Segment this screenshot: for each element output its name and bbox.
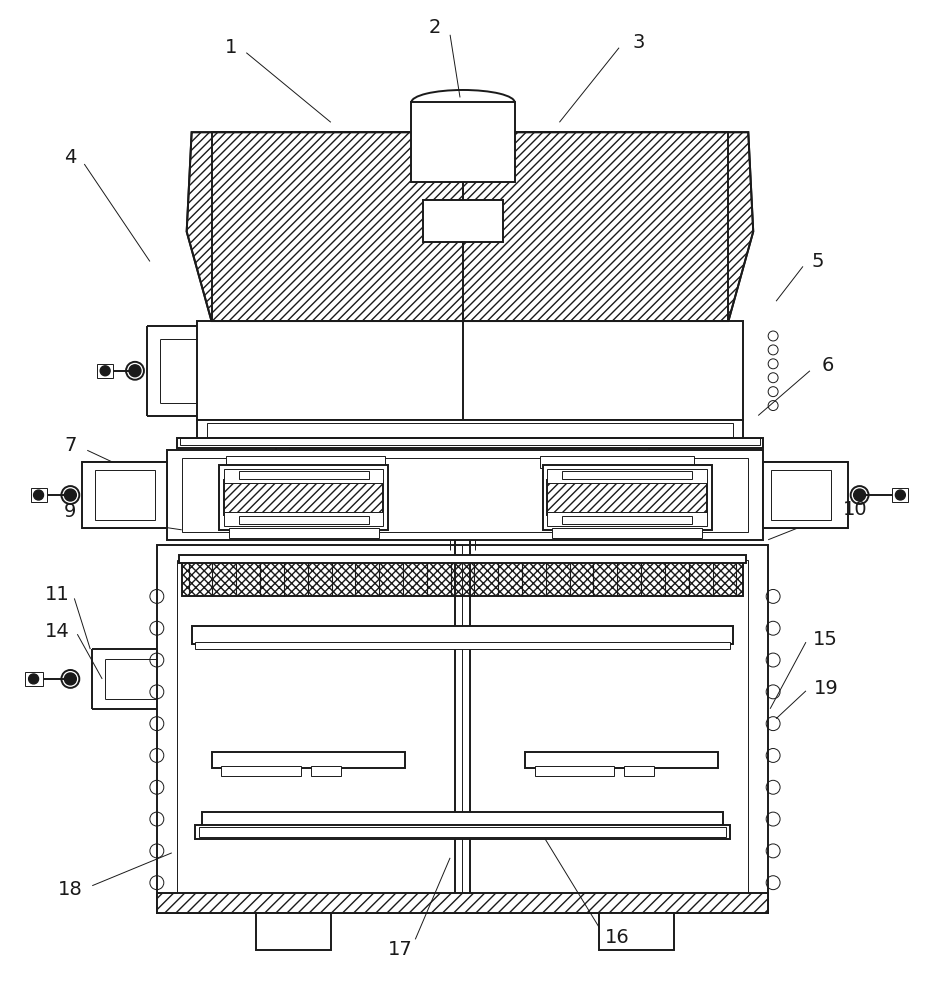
Bar — [211, 132, 729, 321]
Text: 5: 5 — [811, 252, 824, 271]
Text: 15: 15 — [813, 630, 838, 649]
Bar — [196, 321, 744, 420]
Bar — [192, 626, 733, 644]
Text: 1: 1 — [225, 38, 238, 57]
Circle shape — [33, 490, 44, 500]
Bar — [423, 200, 503, 242]
Text: 9: 9 — [64, 502, 77, 521]
Text: 4: 4 — [64, 148, 77, 167]
Bar — [224, 469, 383, 483]
Bar — [227, 456, 385, 468]
Circle shape — [100, 366, 110, 376]
Bar — [624, 766, 654, 776]
Bar — [239, 516, 369, 524]
Text: 14: 14 — [45, 622, 69, 641]
Text: 3: 3 — [632, 33, 645, 52]
Circle shape — [65, 489, 76, 501]
Text: 19: 19 — [813, 679, 838, 698]
Bar — [219, 465, 388, 530]
Text: 2: 2 — [429, 18, 442, 37]
Bar — [547, 469, 707, 483]
Circle shape — [854, 489, 866, 501]
Bar — [543, 465, 711, 530]
Text: 11: 11 — [45, 585, 69, 604]
Bar — [196, 420, 744, 440]
Bar — [547, 512, 707, 526]
Bar — [224, 480, 383, 515]
Bar — [181, 458, 748, 532]
Bar — [180, 438, 760, 445]
Bar — [181, 559, 744, 596]
Bar — [194, 825, 731, 839]
Circle shape — [29, 674, 39, 684]
Bar — [540, 456, 694, 468]
Bar — [553, 528, 702, 538]
Bar — [156, 893, 769, 913]
Bar — [177, 560, 748, 898]
Bar — [167, 450, 763, 540]
Bar — [239, 471, 369, 479]
Bar — [97, 364, 113, 378]
Bar — [202, 812, 723, 828]
Bar — [411, 102, 515, 182]
Bar — [562, 471, 692, 479]
Bar — [206, 423, 733, 437]
Circle shape — [65, 673, 76, 685]
Text: 10: 10 — [844, 500, 868, 519]
Bar — [525, 752, 719, 768]
Bar — [257, 913, 331, 950]
Bar — [211, 752, 406, 768]
Bar — [534, 766, 614, 776]
Polygon shape — [187, 132, 753, 321]
Bar — [95, 470, 155, 520]
Text: 6: 6 — [821, 356, 834, 375]
Bar — [82, 462, 167, 528]
Bar — [156, 545, 769, 913]
Bar — [224, 512, 383, 526]
Bar — [547, 480, 707, 515]
Bar — [179, 555, 746, 563]
Bar — [31, 488, 46, 502]
Bar — [230, 528, 379, 538]
Bar — [221, 766, 301, 776]
Bar — [311, 766, 341, 776]
Text: 7: 7 — [64, 436, 77, 455]
Bar — [893, 488, 908, 502]
Bar — [763, 462, 847, 528]
Bar — [562, 516, 692, 524]
Bar — [771, 470, 831, 520]
Bar — [198, 827, 726, 837]
Bar — [599, 913, 674, 950]
Circle shape — [129, 365, 141, 377]
Text: 18: 18 — [58, 880, 82, 899]
Text: 17: 17 — [388, 940, 413, 959]
Bar — [194, 642, 731, 649]
Bar — [25, 672, 43, 686]
Circle shape — [895, 490, 906, 500]
Text: 16: 16 — [605, 928, 630, 947]
Bar — [177, 438, 763, 448]
